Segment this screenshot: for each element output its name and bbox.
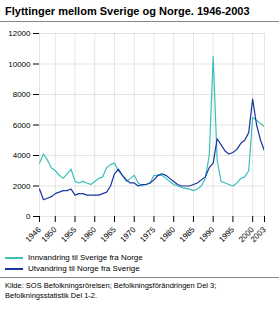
html-text:Utvandring til Norge fra Sveri: Utvandring til Norge fra Sverige: [28, 264, 140, 273]
svg-text:1955: 1955: [59, 225, 78, 244]
svg-text:1960: 1960: [79, 225, 98, 244]
svg-text:0: 0: [26, 212, 31, 221]
html-text:Kilde: SOS Befolkningsrörelsen: Kilde: SOS Befolkningsrörelsen; Befolkni…: [5, 281, 217, 300]
html-text:Innvandring til Sverige fra No: Innvandring til Sverige fra Norge: [28, 253, 143, 262]
svg-text:1965: 1965: [99, 225, 118, 244]
svg-text:2003: 2003: [249, 225, 268, 244]
svg-text:10000: 10000: [8, 60, 31, 69]
html-text:Flyttinger mellom Sverige og N: Flyttinger mellom Sverige og Norge. 1946…: [5, 5, 250, 17]
svg-text:1980: 1980: [158, 225, 177, 244]
svg-text:2000: 2000: [236, 225, 256, 245]
svg-text:1975: 1975: [138, 225, 157, 244]
svg-text:1970: 1970: [119, 225, 138, 244]
svg-text:1990: 1990: [197, 225, 216, 244]
svg-text:1950: 1950: [40, 225, 59, 244]
svg-text:4000: 4000: [13, 151, 31, 160]
svg-text:1985: 1985: [178, 225, 197, 244]
svg-text:2000: 2000: [13, 182, 31, 191]
svg-text:1946: 1946: [24, 225, 43, 244]
svg-text:1995: 1995: [217, 225, 236, 244]
svg-text:6000: 6000: [13, 121, 31, 130]
svg-text:12000: 12000: [8, 29, 31, 38]
svg-text:8000: 8000: [13, 90, 31, 99]
